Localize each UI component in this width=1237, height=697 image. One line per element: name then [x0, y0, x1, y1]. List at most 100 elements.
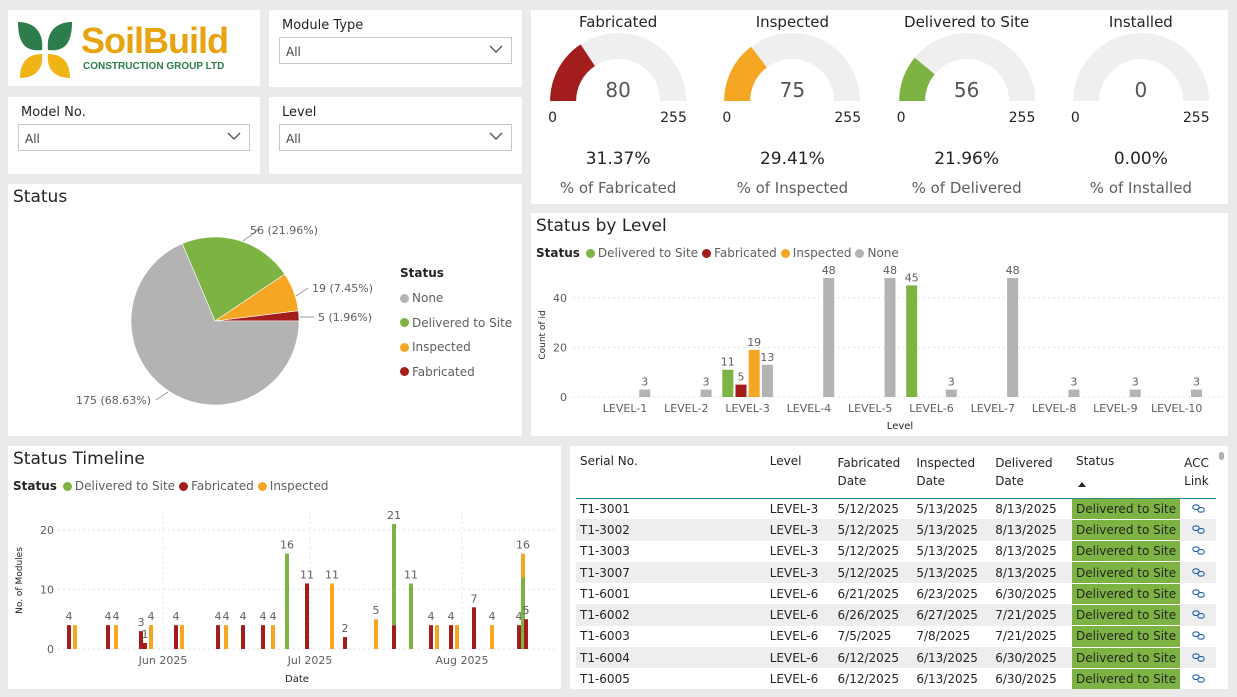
- timeline-bar[interactable]: [271, 625, 275, 649]
- timeline-bar[interactable]: [374, 619, 378, 649]
- timeline-bar[interactable]: [521, 553, 525, 578]
- module-type-dropdown[interactable]: All: [279, 37, 512, 64]
- level-bar[interactable]: [1007, 277, 1019, 397]
- link-icon[interactable]: [1191, 589, 1205, 598]
- pie-legend-item[interactable]: None: [400, 286, 512, 311]
- legend-item[interactable]: Inspected: [257, 479, 328, 493]
- timeline-bar[interactable]: [149, 625, 153, 649]
- pie-legend-item[interactable]: Delivered to Site: [400, 311, 512, 336]
- level-bar[interactable]: [823, 277, 835, 397]
- table-row[interactable]: T1-3002 LEVEL-3 5/12/2025 5/13/2025 8/13/202…: [576, 519, 1216, 542]
- level-bar[interactable]: [1129, 389, 1141, 397]
- level-dropdown[interactable]: All: [279, 124, 512, 151]
- timeline-bar[interactable]: [435, 625, 439, 649]
- pie-legend-item[interactable]: Inspected: [400, 335, 512, 360]
- link-icon[interactable]: [1191, 504, 1205, 513]
- acc-link-cell[interactable]: [1180, 498, 1216, 520]
- column-header[interactable]: ACC Link: [1180, 446, 1216, 498]
- timeline-bar[interactable]: [521, 577, 525, 649]
- link-icon[interactable]: [1191, 610, 1205, 619]
- pie-slice[interactable]: [130, 243, 300, 406]
- y-tick-label: 0: [47, 643, 54, 656]
- link-icon[interactable]: [1191, 525, 1205, 534]
- legend-item[interactable]: Fabricated: [702, 246, 777, 260]
- acc-link-cell[interactable]: [1180, 583, 1216, 605]
- timeline-bar[interactable]: [455, 625, 459, 649]
- timeline-bar[interactable]: [73, 625, 77, 649]
- model-no-dropdown[interactable]: All: [18, 124, 250, 151]
- legend-item[interactable]: Inspected: [780, 246, 851, 260]
- column-header[interactable]: Status: [1072, 446, 1180, 498]
- column-header[interactable]: Level: [766, 446, 834, 498]
- table-row[interactable]: T1-6005 LEVEL-6 6/12/2025 6/13/2025 6/30/202…: [576, 668, 1216, 689]
- acc-link-cell[interactable]: [1180, 561, 1216, 584]
- table-row[interactable]: T1-6003 LEVEL-6 7/5/2025 7/8/2025 7/21/2025 D…: [576, 625, 1216, 648]
- level-bar[interactable]: [1068, 389, 1080, 397]
- column-header-label: Level: [769, 454, 802, 468]
- link-icon[interactable]: [1191, 567, 1205, 577]
- timeline-bar[interactable]: [472, 607, 476, 649]
- table-row[interactable]: T1-3003 LEVEL-3 5/12/2025 5/13/2025 8/13/202…: [576, 540, 1216, 563]
- link-icon[interactable]: [1191, 546, 1205, 555]
- pie-legend-item[interactable]: Fabricated: [400, 360, 512, 385]
- timeline-bar[interactable]: [524, 619, 528, 649]
- acc-link-cell[interactable]: [1180, 519, 1216, 541]
- level-bar[interactable]: [722, 369, 734, 397]
- legend-item[interactable]: Delivered to Site: [62, 479, 175, 493]
- timeline-bar[interactable]: [114, 625, 118, 649]
- column-header[interactable]: Fabricated Date: [834, 446, 913, 498]
- timeline-bar[interactable]: [517, 625, 521, 649]
- table-row[interactable]: T1-6004 LEVEL-6 6/12/2025 6/13/2025 6/30/202…: [576, 647, 1216, 669]
- acc-link-cell[interactable]: [1180, 647, 1216, 669]
- link-icon[interactable]: [1191, 674, 1205, 683]
- level-bar[interactable]: [639, 389, 651, 397]
- level-bar[interactable]: [1191, 389, 1202, 397]
- column-header[interactable]: Serial No.: [576, 446, 766, 498]
- timeline-bar[interactable]: [449, 625, 453, 649]
- level-bar[interactable]: [945, 389, 957, 397]
- column-header[interactable]: Inspected Date: [912, 446, 991, 498]
- link-icon[interactable]: [1191, 653, 1205, 662]
- timeline-bar[interactable]: [241, 625, 245, 649]
- timeline-bar[interactable]: [67, 625, 71, 649]
- column-header[interactable]: Delivered Date: [991, 446, 1072, 498]
- level-bar[interactable]: [748, 349, 760, 397]
- level-bar[interactable]: [700, 389, 712, 397]
- timeline-data-label: 4: [173, 610, 180, 623]
- table-row[interactable]: T1-3007 LEVEL-3 5/12/2025 5/13/2025 8/13/202…: [576, 561, 1216, 584]
- timeline-bar[interactable]: [490, 625, 494, 649]
- timeline-bar[interactable]: [224, 625, 228, 649]
- level-bar[interactable]: [906, 285, 918, 397]
- link-icon[interactable]: [1191, 631, 1205, 641]
- acc-link-cell[interactable]: [1180, 668, 1216, 689]
- timeline-bar[interactable]: [392, 625, 396, 649]
- timeline-bar[interactable]: [392, 523, 396, 626]
- timeline-bar[interactable]: [285, 553, 289, 649]
- table-row[interactable]: T1-6001 LEVEL-6 6/21/2025 6/23/2025 6/30/202…: [576, 583, 1216, 605]
- timeline-bar[interactable]: [429, 625, 433, 649]
- legend-item[interactable]: Delivered to Site: [585, 246, 698, 260]
- timeline-bar[interactable]: [143, 643, 147, 649]
- acc-link-cell[interactable]: [1180, 625, 1216, 648]
- table-row[interactable]: T1-6002 LEVEL-6 6/26/2025 6/27/2025 7/21/202…: [576, 604, 1216, 627]
- timeline-bar[interactable]: [330, 583, 334, 649]
- acc-link-cell[interactable]: [1180, 604, 1216, 626]
- timeline-bar[interactable]: [305, 583, 309, 649]
- legend-item[interactable]: None: [855, 246, 899, 260]
- table-row[interactable]: T1-3001 LEVEL-3 5/12/2025 5/13/2025 8/13/202…: [576, 498, 1216, 520]
- timeline-bar[interactable]: [139, 631, 143, 649]
- legend-item[interactable]: Fabricated: [179, 479, 254, 493]
- scrollbar-thumb[interactable]: [1219, 452, 1224, 460]
- level-bar[interactable]: [735, 384, 747, 397]
- acc-link-cell[interactable]: [1180, 540, 1216, 562]
- timeline-bar[interactable]: [106, 625, 110, 649]
- timeline-bar[interactable]: [261, 625, 265, 649]
- timeline-bar[interactable]: [409, 583, 413, 649]
- timeline-bar[interactable]: [180, 625, 184, 649]
- timeline-bar[interactable]: [174, 625, 178, 649]
- level-bar[interactable]: [761, 364, 773, 397]
- level-bar[interactable]: [884, 277, 896, 397]
- pie-slice[interactable]: [181, 236, 286, 322]
- timeline-bar[interactable]: [343, 637, 347, 649]
- timeline-bar[interactable]: [216, 625, 220, 649]
